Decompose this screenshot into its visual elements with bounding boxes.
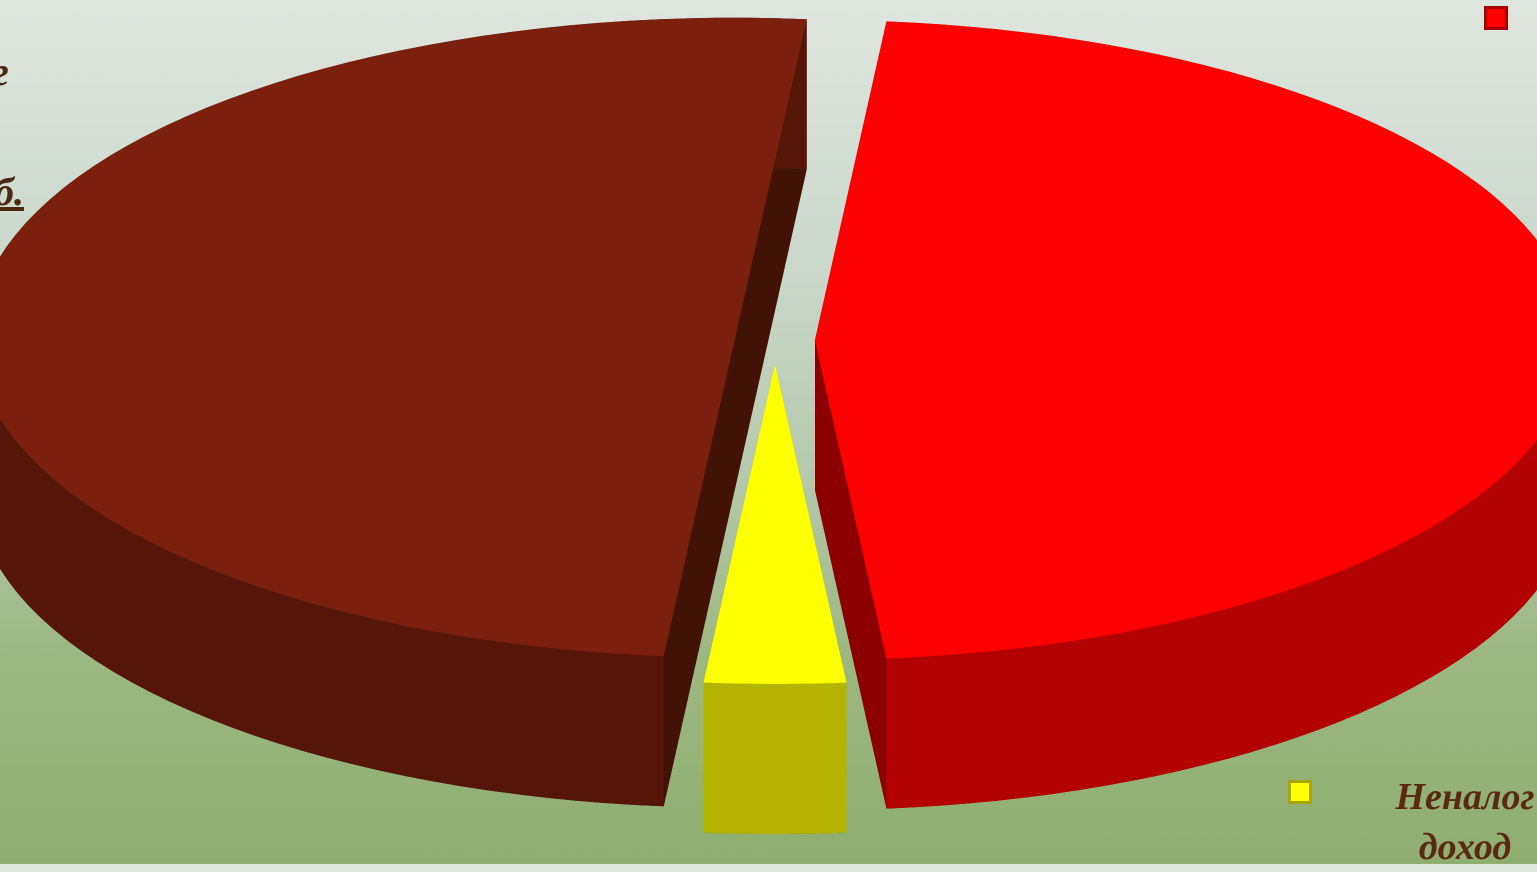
pie-slice bbox=[0, 18, 807, 807]
slice-side bbox=[704, 683, 847, 834]
legend-swatch bbox=[1484, 6, 1508, 30]
pie-slice bbox=[815, 21, 1537, 808]
legend-swatch bbox=[1288, 780, 1312, 804]
legend-label: Неналог доход bbox=[1345, 772, 1537, 872]
